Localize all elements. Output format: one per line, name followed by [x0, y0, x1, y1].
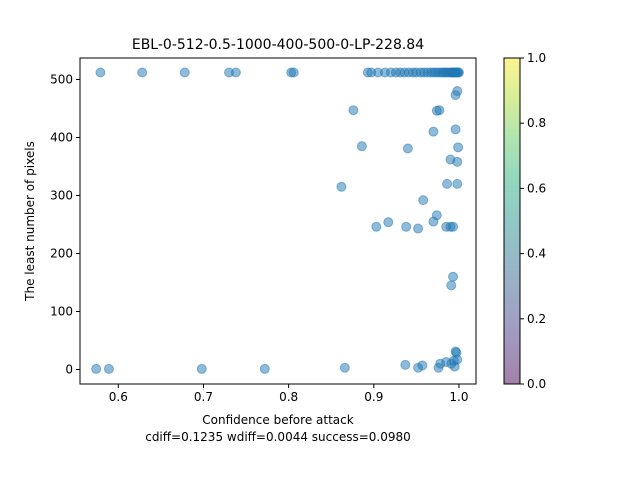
y-tick-label: 300	[50, 188, 73, 202]
y-tick-label: 100	[50, 304, 73, 318]
scatter-point	[179, 67, 190, 78]
colorbar-tick-label: 0.0	[527, 377, 546, 391]
x-axis: 0.6 0.7 0.8 0.9 1.0	[109, 384, 469, 404]
colorbar-gradient	[504, 58, 520, 384]
y-axis-label: The least number of pixels	[23, 141, 37, 302]
scatter-point	[95, 67, 106, 78]
scatter-point	[339, 362, 350, 373]
chart-title: EBL-0-512-0.5-1000-400-500-0-LP-228.84	[132, 37, 424, 53]
scatter-point	[453, 67, 464, 78]
y-axis: 0 100 200 300 400 500	[50, 72, 80, 376]
colorbar-tick-label: 0.8	[527, 116, 546, 130]
scatter-point	[259, 363, 270, 374]
scatter-point	[402, 143, 413, 154]
colorbar-ticks: 0.0 0.2 0.4 0.6 0.8 1.0	[520, 51, 546, 391]
y-tick-label: 0	[65, 362, 73, 376]
colorbar-tick-label: 0.4	[527, 247, 546, 261]
scatter-point	[442, 178, 453, 189]
colorbar-tick-label: 1.0	[527, 51, 546, 65]
scatter-point	[336, 181, 347, 192]
scatter-point	[431, 210, 442, 221]
scatter-point	[401, 221, 412, 232]
scatter-point	[383, 217, 394, 228]
plot-frame	[79, 57, 477, 385]
scatter-point	[196, 363, 207, 374]
y-tick-label: 200	[50, 246, 73, 260]
x-tick-label: 1.0	[449, 390, 468, 404]
plot-area	[80, 58, 476, 384]
colorbar-tick-label: 0.2	[527, 312, 546, 326]
scatter-point	[448, 271, 459, 282]
scatter-point	[452, 86, 463, 97]
scatter-points	[91, 67, 464, 374]
scatter-point	[452, 156, 463, 167]
scatter-point	[452, 178, 463, 189]
x-tick-label: 0.8	[279, 390, 298, 404]
y-tick-label: 400	[50, 130, 73, 144]
scatter-point	[103, 363, 114, 374]
scatter-point	[450, 124, 461, 135]
y-tick-label: 500	[50, 72, 73, 86]
scatter-point	[413, 223, 424, 234]
scatter-point	[418, 195, 429, 206]
scatter-point	[288, 67, 299, 78]
x-tick-label: 0.7	[194, 390, 213, 404]
scatter-point	[452, 354, 463, 365]
scatter-point	[453, 142, 464, 153]
colorbar-tick-label: 0.6	[527, 181, 546, 195]
scatter-point	[137, 67, 148, 78]
scatter-point	[446, 280, 457, 291]
scatter-point	[91, 363, 102, 374]
colorbar-frame	[503, 57, 521, 385]
colorbar: 0.0 0.2 0.4 0.6 0.8 1.0	[503, 51, 546, 391]
scatter-point	[428, 126, 439, 137]
x-axis-sublabel: cdiff=0.1235 wdiff=0.0044 success=0.0980	[145, 430, 411, 444]
scatter-point	[348, 105, 359, 116]
scatter-point	[448, 221, 459, 232]
scatter-point	[434, 105, 445, 116]
x-tick-label: 0.9	[364, 390, 383, 404]
x-axis-label: Confidence before attack	[202, 413, 353, 427]
scatter-point	[356, 141, 367, 152]
x-tick-label: 0.6	[109, 390, 128, 404]
scatter-point	[400, 359, 411, 370]
scatter-point	[417, 360, 428, 371]
scatter-point	[230, 67, 241, 78]
scatter-point	[371, 221, 382, 232]
